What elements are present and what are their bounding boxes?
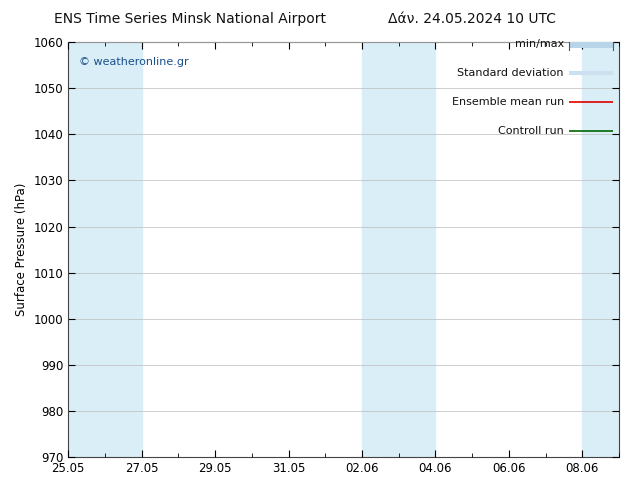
Bar (105, 42, 141, 457)
Bar (582, 42, 619, 457)
Bar (399, 42, 436, 457)
Text: ENS Time Series Minsk National Airport: ENS Time Series Minsk National Airport (54, 12, 327, 26)
Text: Ensemble mean run: Ensemble mean run (451, 97, 564, 107)
Bar (68, 42, 105, 457)
Text: Δάν. 24.05.2024 10 UTC: Δάν. 24.05.2024 10 UTC (389, 12, 556, 26)
Bar (362, 42, 399, 457)
Text: © weatheronline.gr: © weatheronline.gr (79, 56, 189, 67)
Text: Standard deviation: Standard deviation (457, 68, 564, 78)
Text: Controll run: Controll run (498, 126, 564, 136)
Text: min/max: min/max (515, 39, 564, 49)
Y-axis label: Surface Pressure (hPa): Surface Pressure (hPa) (15, 183, 28, 316)
